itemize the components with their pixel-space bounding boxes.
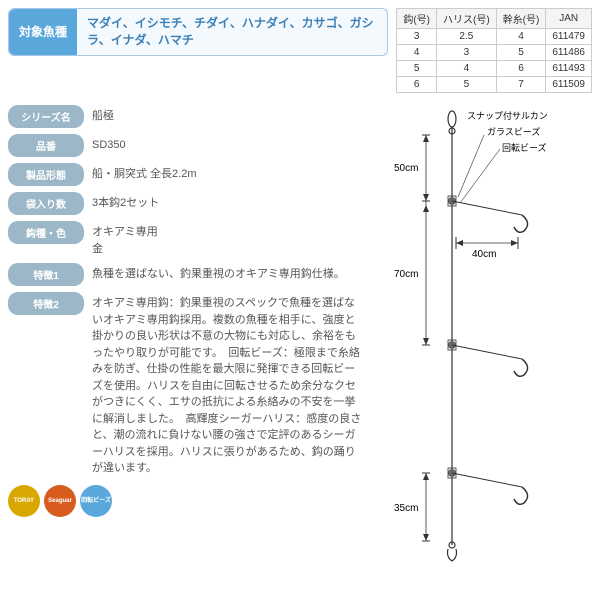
size-table-cell: 4 (496, 29, 546, 45)
size-table-row: 657611509 (397, 77, 592, 93)
spec-label: 特徴2 (8, 292, 84, 315)
species-box: 対象魚種 マダイ、イシモチ、チダイ、ハナダイ、カサゴ、ガシラ、イナダ、ハマチ (8, 8, 388, 56)
size-table-cell: 6 (397, 77, 437, 93)
spec-row: 品番 SD350 (8, 134, 364, 157)
badges-row: TORAY Seaguar 回転ビーズ (8, 485, 364, 517)
spec-label: 鈎種・色 (8, 221, 84, 244)
size-table-cell: 5 (437, 77, 497, 93)
size-table-header: JAN (546, 9, 592, 29)
size-table-header: ハリス(号) (437, 9, 497, 29)
dim-50: 50cm (394, 163, 418, 174)
size-table-cell: 5 (496, 45, 546, 61)
badge-seaguar: Seaguar (44, 485, 76, 517)
size-table-cell: 2.5 (437, 29, 497, 45)
badge-kaiten: 回転ビーズ (80, 485, 112, 517)
size-table-cell: 611509 (546, 77, 592, 93)
species-label: 対象魚種 (9, 9, 77, 55)
size-table-cell: 611493 (546, 61, 592, 77)
spec-row: 袋入り数 3本鈎2セット (8, 192, 364, 215)
spec-label: 特徴1 (8, 263, 84, 286)
spec-value: 船極 (92, 105, 364, 125)
spec-label: シリーズ名 (8, 105, 84, 128)
badge-toray: TORAY (8, 485, 40, 517)
size-table-row: 32.54611479 (397, 29, 592, 45)
rig-diagram: スナップ付サルカン ガラスビーズ 回転ビーズ 50cm (372, 105, 592, 565)
label-snap: スナップ付サルカン (467, 111, 548, 121)
species-text: マダイ、イシモチ、チダイ、ハナダイ、カサゴ、ガシラ、イナダ、ハマチ (77, 9, 387, 55)
dim-35: 35cm (394, 503, 418, 514)
size-table-cell: 5 (397, 61, 437, 77)
junction-1: ガラスビーズ 回転ビーズ (448, 126, 547, 206)
spec-row: 製品形態船・胴突式 全長2.2m (8, 163, 364, 186)
spec-row: 特徴2 オキアミ専用鈎：釣果重視のスペックで魚種を選ばないオキアミ専用鈎採用。複数… (8, 292, 364, 477)
size-table-cell: 7 (496, 77, 546, 93)
size-table-cell: 611479 (546, 29, 592, 45)
spec-label: 袋入り数 (8, 192, 84, 215)
size-table-cell: 611486 (546, 45, 592, 61)
spec-value: SD350 (92, 134, 364, 154)
label-kaiten: 回転ビーズ (502, 142, 547, 153)
label-glass: ガラスビーズ (487, 126, 540, 137)
size-table-cell: 4 (437, 61, 497, 77)
size-table-cell: 3 (437, 45, 497, 61)
spec-value: オキアミ専用鈎：釣果重視のスペックで魚種を選ばないオキアミ専用鈎採用。複数の魚種… (92, 292, 364, 477)
diagram-column: スナップ付サルカン ガラスビーズ 回転ビーズ 50cm (372, 105, 592, 568)
spec-row: シリーズ名船極 (8, 105, 364, 128)
size-table-header: 幹糸(号) (496, 9, 546, 29)
spec-value: 船・胴突式 全長2.2m (92, 163, 364, 183)
spec-value: 魚種を選ばない、釣果重視のオキアミ専用鈎仕様。 (92, 263, 364, 283)
dim-40: 40cm (472, 249, 496, 260)
size-table-row: 546611493 (397, 61, 592, 77)
spec-label: 品番 (8, 134, 84, 157)
size-table-header: 鈎(号) (397, 9, 437, 29)
spec-column: シリーズ名船極品番 SD350 製品形態船・胴突式 全長2.2m 袋入り数 3本鈎2セッ… (8, 105, 364, 568)
spec-row: 特徴1 魚種を選ばない、釣果重視のオキアミ専用鈎仕様。 (8, 263, 364, 286)
size-table: 鈎(号)ハリス(号)幹糸(号)JAN 32.546114794356114865… (396, 8, 592, 93)
spec-row: 鈎種・色オキアミ専用 金 (8, 221, 364, 257)
spec-label: 製品形態 (8, 163, 84, 186)
size-table-cell: 6 (496, 61, 546, 77)
dim-70: 70cm (394, 269, 418, 280)
spec-value: 3本鈎2セット (92, 192, 364, 212)
spec-value: オキアミ専用 金 (92, 221, 364, 257)
size-table-cell: 4 (397, 45, 437, 61)
size-table-row: 435611486 (397, 45, 592, 61)
size-table-cell: 3 (397, 29, 437, 45)
